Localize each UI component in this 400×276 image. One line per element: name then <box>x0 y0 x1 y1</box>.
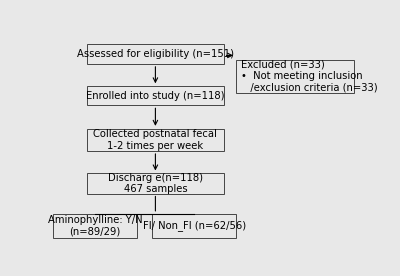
FancyBboxPatch shape <box>87 173 224 193</box>
Text: FI/ Non_FI (n=62/56): FI/ Non_FI (n=62/56) <box>142 221 246 232</box>
Text: Excluded (n=33)
•  Not meeting inclusion
   /exclusion criteria (n=33): Excluded (n=33) • Not meeting inclusion … <box>241 60 377 93</box>
FancyBboxPatch shape <box>152 214 236 238</box>
FancyBboxPatch shape <box>236 60 354 93</box>
FancyBboxPatch shape <box>53 214 137 238</box>
Text: Collected postnatal fecal
1-2 times per week: Collected postnatal fecal 1-2 times per … <box>94 129 217 151</box>
FancyBboxPatch shape <box>87 129 224 151</box>
FancyBboxPatch shape <box>87 44 224 64</box>
Text: Aminophylline: Y/N
(n=89/29): Aminophylline: Y/N (n=89/29) <box>48 215 142 237</box>
Text: Assessed for eligibility (n=151): Assessed for eligibility (n=151) <box>77 49 234 59</box>
Text: Discharg e(n=118)
467 samples: Discharg e(n=118) 467 samples <box>108 173 203 194</box>
FancyBboxPatch shape <box>87 86 224 105</box>
Text: Enrolled into study (n=118): Enrolled into study (n=118) <box>86 91 225 101</box>
